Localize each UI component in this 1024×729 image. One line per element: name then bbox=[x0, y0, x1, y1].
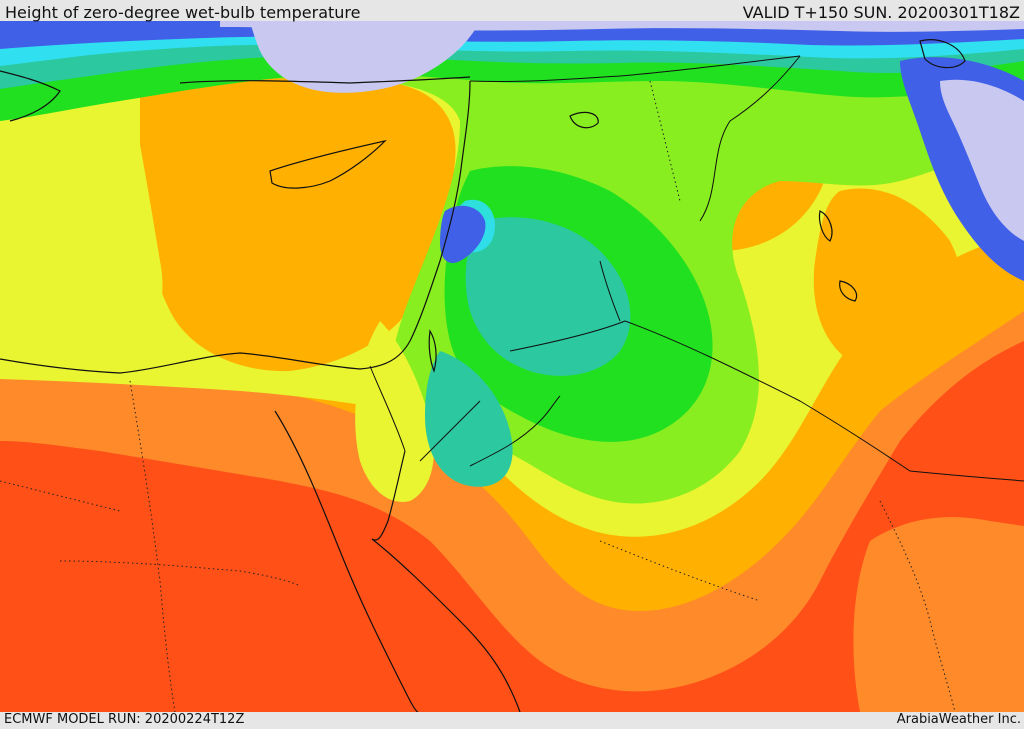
border-turkey-syria bbox=[469, 55, 801, 83]
coast-lake-east bbox=[818, 210, 833, 242]
wet-bulb-height-map bbox=[0, 21, 1024, 712]
country-borders bbox=[369, 55, 1024, 482]
model-run: ECMWF MODEL RUN: 20200224T12Z bbox=[4, 712, 245, 727]
field-lavender-east bbox=[940, 79, 1024, 241]
coastlines bbox=[0, 39, 966, 712]
brand-credit: ArabiaWeather Inc. bbox=[896, 712, 1021, 727]
coast-mediterranean-south bbox=[0, 80, 471, 374]
field-yellow-west bbox=[0, 93, 163, 365]
coast-anatolia bbox=[179, 76, 471, 84]
province-borders bbox=[0, 80, 956, 712]
dotted-border-3 bbox=[649, 80, 681, 202]
border-syria-iraq bbox=[599, 260, 621, 322]
border-jordan-saudi bbox=[509, 320, 1024, 482]
coast-red-sea-west bbox=[274, 410, 419, 712]
header-bar: Height of zero-degree wet-bulb temperatu… bbox=[0, 0, 1024, 21]
footer-bar: ECMWF MODEL RUN: 20200224T12Z ArabiaWeat… bbox=[0, 712, 1024, 729]
border-israel-jordan bbox=[419, 400, 481, 462]
coast-lake-east-2 bbox=[839, 280, 858, 302]
field-teal bbox=[465, 217, 631, 376]
coast-gulf-aqaba bbox=[371, 450, 406, 541]
border-egypt-sinai bbox=[369, 365, 406, 452]
border-iraq-iran bbox=[699, 55, 801, 222]
coast-lake-van bbox=[569, 111, 599, 129]
field-orange-east bbox=[813, 188, 965, 375]
field-lavender-plume bbox=[250, 21, 480, 93]
field-dark-orange-east bbox=[853, 517, 1024, 712]
coast-cyprus bbox=[269, 139, 387, 189]
border-saudi-jordan-south bbox=[469, 395, 561, 467]
field-orange-north bbox=[140, 76, 456, 372]
dotted-border-5 bbox=[599, 540, 761, 602]
dotted-border-6 bbox=[0, 480, 121, 512]
field-teal-sinai bbox=[425, 351, 513, 487]
coast-dead-sea bbox=[428, 329, 437, 373]
coast-red-sea-east bbox=[371, 538, 521, 712]
map-title: Height of zero-degree wet-bulb temperatu… bbox=[5, 3, 361, 22]
map-area bbox=[0, 21, 1024, 712]
coast-caspian bbox=[919, 39, 966, 69]
coast-aegean bbox=[0, 70, 61, 122]
valid-time: VALID T+150 SUN. 20200301T18Z bbox=[742, 3, 1020, 22]
dotted-border-1 bbox=[129, 380, 176, 712]
dotted-border-4 bbox=[879, 500, 956, 712]
